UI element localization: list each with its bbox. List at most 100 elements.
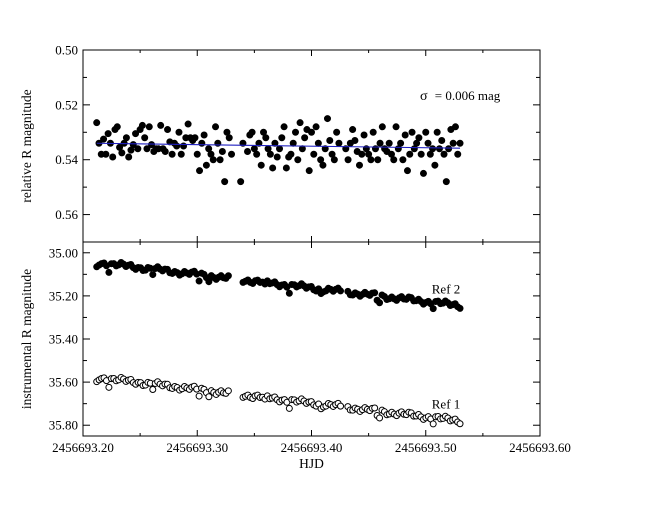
y-tick-label: 0.52 — [55, 97, 78, 112]
ref-1-label: Ref 1 — [432, 397, 461, 412]
target-point — [237, 178, 245, 186]
target-point — [408, 128, 416, 136]
y-tick-label: 35.60 — [49, 375, 78, 390]
target-point — [374, 156, 382, 164]
y-tick-label: 35.00 — [49, 245, 78, 260]
target-point — [175, 128, 183, 136]
target-point — [122, 134, 130, 142]
target-point — [310, 150, 318, 158]
target-point — [454, 150, 462, 158]
target-point — [280, 123, 288, 131]
target-point — [218, 147, 226, 155]
target-point — [292, 128, 300, 136]
data-points — [93, 115, 464, 428]
target-point — [132, 130, 140, 138]
target-point — [212, 123, 220, 131]
sigma-symbol: σ — [420, 89, 428, 104]
target-point — [221, 178, 229, 186]
y-tick-label: 0.54 — [55, 152, 78, 167]
target-point — [129, 141, 137, 149]
ref-1-point — [337, 402, 345, 410]
target-point — [253, 150, 261, 158]
target-point — [406, 150, 414, 158]
target-point — [216, 156, 224, 164]
ref-2-point — [149, 271, 157, 279]
target-point — [191, 134, 199, 142]
ref-1-point — [285, 404, 293, 412]
target-point — [392, 123, 400, 131]
target-point — [255, 139, 263, 147]
target-point — [266, 150, 274, 158]
ref-1-point — [371, 404, 379, 412]
target-point — [435, 145, 443, 153]
target-point — [271, 139, 279, 147]
y-tick-label: 0.50 — [55, 43, 78, 58]
ref-2-point — [337, 287, 345, 295]
target-point — [148, 141, 156, 149]
target-point — [312, 123, 320, 131]
target-point — [244, 147, 252, 155]
target-point — [335, 139, 343, 147]
target-point — [102, 150, 110, 158]
target-point — [100, 135, 108, 143]
x-tick-label: 2456693.40 — [281, 440, 343, 455]
ref-2-point — [429, 305, 437, 313]
target-point — [145, 123, 153, 131]
ref-1-point — [224, 387, 232, 395]
target-point — [433, 128, 441, 136]
target-point — [282, 164, 290, 172]
ref-1-point — [205, 393, 213, 401]
target-point — [93, 119, 101, 127]
ref-2-point — [285, 289, 293, 297]
target-point — [417, 150, 425, 158]
target-point — [438, 137, 446, 145]
target-point — [228, 150, 236, 158]
target-point — [196, 167, 204, 175]
x-tick-label: 2456693.50 — [395, 440, 457, 455]
target-point — [296, 119, 304, 127]
target-point — [184, 120, 192, 128]
target-point — [209, 156, 217, 164]
target-point — [125, 153, 133, 161]
axis-labels: 2456693.20 2456693.30 2456693.40 2456693.50… — [19, 43, 571, 472]
target-point — [333, 128, 341, 136]
target-point — [376, 139, 384, 147]
target-point — [390, 156, 398, 164]
x-tick-label: 2456693.20 — [52, 440, 114, 455]
target-point — [164, 126, 172, 134]
target-point — [301, 134, 309, 142]
target-point — [351, 137, 359, 145]
target-point — [342, 145, 350, 153]
axis-ticks — [82, 49, 541, 436]
target-point — [422, 128, 430, 136]
x-tick-label: 2456693.30 — [166, 440, 228, 455]
x-tick-label: 2456693.60 — [509, 440, 571, 455]
target-point — [314, 139, 322, 147]
target-point — [360, 131, 368, 139]
target-point — [431, 161, 439, 169]
target-point — [177, 150, 185, 158]
target-point — [442, 178, 450, 186]
target-point — [168, 150, 176, 158]
target-point — [429, 145, 437, 153]
target-point — [113, 123, 121, 131]
target-point — [378, 123, 386, 131]
target-point — [385, 139, 393, 147]
ref-2-label: Ref 2 — [432, 281, 461, 296]
target-point — [415, 134, 423, 142]
target-point — [449, 139, 457, 147]
target-point — [118, 149, 126, 157]
target-point — [369, 128, 377, 136]
target-point — [451, 123, 459, 131]
target-point — [248, 128, 256, 136]
target-point — [141, 134, 149, 142]
ref-2-point — [456, 304, 464, 312]
ref-1-point — [429, 420, 437, 428]
target-point — [419, 169, 427, 177]
bottom-y-axis-title: instrumental R magnitude — [19, 269, 34, 409]
ref-2-point — [376, 299, 384, 307]
target-point — [330, 156, 338, 164]
target-point — [319, 161, 327, 169]
target-point — [308, 128, 315, 136]
ref-1-point — [105, 383, 113, 391]
